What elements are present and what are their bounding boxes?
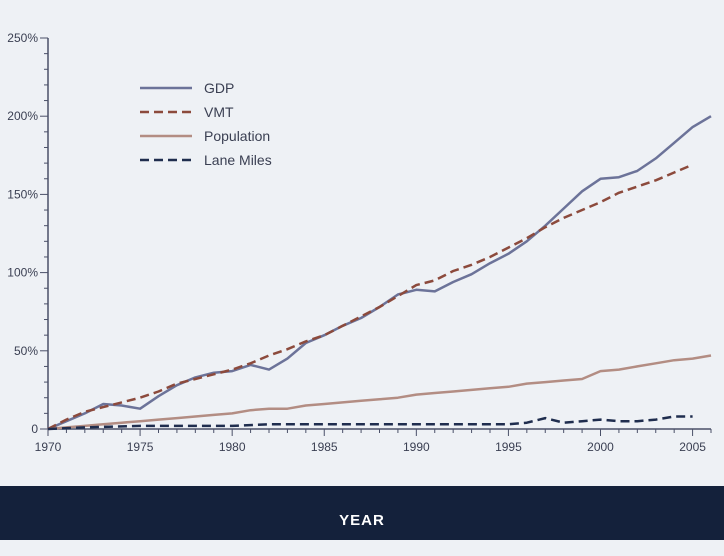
x-tick-label: 1990 xyxy=(403,440,430,454)
axes: 0 50% 100% 150% 200% 250% 1970 1975 1980 1985 1990… xyxy=(7,31,712,454)
x-tick-label: 2000 xyxy=(587,440,614,454)
series-line-vmt xyxy=(47,163,694,431)
legend-label: Lane Miles xyxy=(204,152,272,168)
x-tick-label: 1980 xyxy=(219,440,246,454)
series-line-gdp xyxy=(47,115,712,431)
y-tick-label: 200% xyxy=(7,109,38,123)
legend: GDP VMT Population Lane Miles xyxy=(140,80,272,168)
series-line-lane-miles xyxy=(47,415,693,431)
chart: 0 50% 100% 150% 200% 250% 1970 1975 1980 1985 1990… xyxy=(0,31,724,540)
legend-label: Population xyxy=(204,128,270,144)
series-line-population xyxy=(47,354,712,431)
legend-label: VMT xyxy=(204,104,234,120)
x-tick-label: 1975 xyxy=(127,440,154,454)
x-tick-label: 2005 xyxy=(679,440,706,454)
y-tick-label: 250% xyxy=(7,31,38,45)
y-tick-label: 50% xyxy=(14,344,38,358)
x-tick-label: 1970 xyxy=(35,440,62,454)
x-axis-title: YEAR xyxy=(339,512,385,529)
x-tick-label: 1995 xyxy=(495,440,522,454)
y-tick-label: 100% xyxy=(7,266,38,280)
series-lines xyxy=(47,115,712,431)
x-axis-title-bar: YEAR xyxy=(0,486,724,540)
legend-label: GDP xyxy=(204,80,234,96)
y-tick-label: 150% xyxy=(7,187,38,201)
x-tick-label: 1985 xyxy=(311,440,338,454)
line-chart: 0 50% 100% 150% 200% 250% 1970 1975 1980 1985 1990… xyxy=(7,31,712,454)
y-tick-label: 0 xyxy=(31,422,38,436)
